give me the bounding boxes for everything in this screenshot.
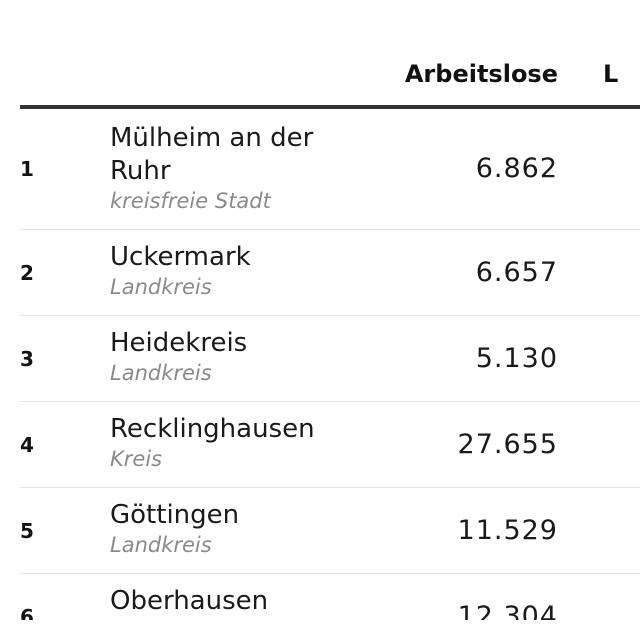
column-header-arbeitslose[interactable]: Arbeitslose [404,60,558,88]
district-cell: Uckermark Landkreis [110,241,340,300]
table-row: 5 Göttingen Landkreis 11.529 [20,488,640,574]
arbeitslose-value: 6.862 [475,153,558,184]
district-name: Uckermark [110,242,251,272]
rank-cell: 5 [20,519,34,543]
district-type: kreisfreie Stadt [110,189,271,213]
rank-cell: 4 [20,433,34,457]
district-cell: Heidekreis Landkreis [110,327,340,386]
district-name: Mülheim an der Ruhr [110,123,314,186]
arbeitslose-value: 12.304 [457,601,558,620]
district-type: Landkreis [110,533,212,557]
district-name: Oberhausen [110,586,269,616]
district-cell: Mülheim an der Ruhr kreisfreie Stadt [110,122,340,214]
district-type: Kreis [110,447,163,471]
rank-cell: 2 [20,261,34,285]
district-type: Landkreis [110,275,212,299]
column-header-next[interactable]: L [603,60,619,88]
table-row: 2 Uckermark Landkreis 6.657 [20,230,640,316]
arbeitslose-value: 5.130 [475,343,558,374]
ranking-table: Arbeitslose L 1 Mülheim an der Ruhr krei… [20,0,640,620]
rank-cell: 6 [20,605,34,620]
district-cell: Oberhausen [110,585,340,618]
table-row: 1 Mülheim an der Ruhr kreisfreie Stadt 6… [20,109,640,230]
district-name: Recklinghausen [110,414,315,444]
district-type: Landkreis [110,361,212,385]
table-row: 6 Oberhausen 12.304 [20,574,640,620]
table-row: 3 Heidekreis Landkreis 5.130 [20,316,640,402]
table-row: 4 Recklinghausen Kreis 27.655 [20,402,640,488]
district-cell: Recklinghausen Kreis [110,413,340,472]
arbeitslose-value: 11.529 [457,515,558,546]
arbeitslose-value: 6.657 [475,257,558,288]
district-cell: Göttingen Landkreis [110,499,340,558]
rank-cell: 3 [20,347,34,371]
table-header: Arbeitslose L [20,0,640,109]
district-name: Heidekreis [110,328,248,358]
district-name: Göttingen [110,500,240,530]
rank-cell: 1 [20,157,34,181]
arbeitslose-value: 27.655 [457,429,558,460]
